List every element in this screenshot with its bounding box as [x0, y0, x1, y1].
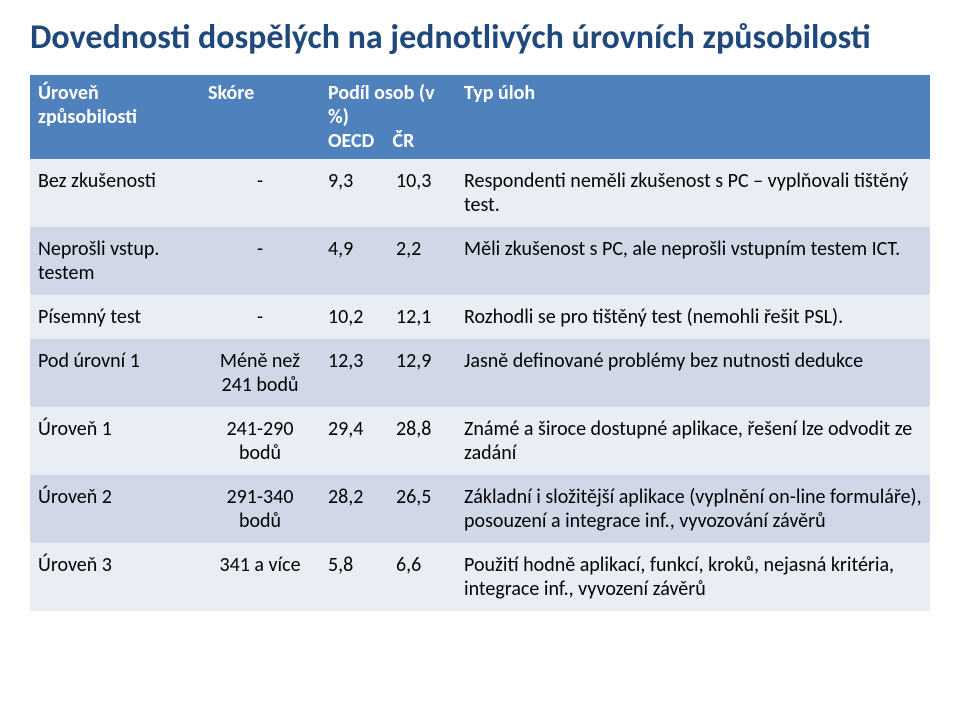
col-share-header: Podíl osob (v %) OECD ČR: [320, 75, 456, 159]
table-row: Písemný test - 10,2 12,1 Rozhodli se pro…: [30, 295, 930, 339]
cell-desc: Měli zkušenost s PC, ale neprošli vstupn…: [456, 227, 930, 295]
col-share-top: Podíl osob (v %): [328, 81, 448, 129]
cell-level: Úroveň 2: [30, 475, 200, 543]
col-share-oecd: OECD: [328, 129, 388, 153]
skills-table: Úroveň způsobilosti Skóre Podíl osob (v …: [30, 75, 930, 611]
table-row: Úroveň 2 291-340 bodů 28,2 26,5 Základní…: [30, 475, 930, 543]
cell-oecd: 5,8: [320, 543, 388, 611]
page-title: Dovednosti dospělých na jednotlivých úro…: [30, 18, 930, 57]
cell-oecd: 29,4: [320, 407, 388, 475]
table-row: Úroveň 3 341 a více 5,8 6,6 Použití hodn…: [30, 543, 930, 611]
cell-oecd: 28,2: [320, 475, 388, 543]
table-row: Neprošli vstup. testem - 4,9 2,2 Měli zk…: [30, 227, 930, 295]
cell-cr: 12,9: [388, 339, 456, 407]
cell-cr: 28,8: [388, 407, 456, 475]
col-desc-header: Typ úloh: [456, 75, 930, 159]
cell-cr: 2,2: [388, 227, 456, 295]
cell-cr: 26,5: [388, 475, 456, 543]
cell-desc: Známé a široce dostupné aplikace, řešení…: [456, 407, 930, 475]
col-score-header: Skóre: [200, 75, 320, 159]
cell-oecd: 10,2: [320, 295, 388, 339]
cell-level: Úroveň 3: [30, 543, 200, 611]
cell-level: Písemný test: [30, 295, 200, 339]
cell-desc: Základní i složitější aplikace (vyplnění…: [456, 475, 930, 543]
cell-score: -: [200, 227, 320, 295]
cell-cr: 6,6: [388, 543, 456, 611]
cell-cr: 12,1: [388, 295, 456, 339]
table-row: Bez zkušenosti - 9,3 10,3 Respondenti ne…: [30, 159, 930, 227]
col-share-cr: ČR: [393, 129, 415, 153]
cell-level: Bez zkušenosti: [30, 159, 200, 227]
cell-oecd: 9,3: [320, 159, 388, 227]
col-level-header: Úroveň způsobilosti: [30, 75, 200, 159]
table-row: Úroveň 1 241-290 bodů 29,4 28,8 Známé a …: [30, 407, 930, 475]
cell-score: 241-290 bodů: [200, 407, 320, 475]
cell-score: -: [200, 295, 320, 339]
cell-score: 341 a více: [200, 543, 320, 611]
cell-oecd: 12,3: [320, 339, 388, 407]
cell-cr: 10,3: [388, 159, 456, 227]
table-header-row: Úroveň způsobilosti Skóre Podíl osob (v …: [30, 75, 930, 159]
table-row: Pod úrovní 1 Méně než 241 bodů 12,3 12,9…: [30, 339, 930, 407]
cell-score: Méně než 241 bodů: [200, 339, 320, 407]
cell-level: Úroveň 1: [30, 407, 200, 475]
cell-level: Pod úrovní 1: [30, 339, 200, 407]
cell-desc: Použití hodně aplikací, funkcí, kroků, n…: [456, 543, 930, 611]
cell-desc: Respondenti neměli zkušenost s PC – vypl…: [456, 159, 930, 227]
cell-level: Neprošli vstup. testem: [30, 227, 200, 295]
cell-score: 291-340 bodů: [200, 475, 320, 543]
cell-desc: Jasně definované problémy bez nutnosti d…: [456, 339, 930, 407]
cell-score: -: [200, 159, 320, 227]
cell-oecd: 4,9: [320, 227, 388, 295]
cell-desc: Rozhodli se pro tištěný test (nemohli ře…: [456, 295, 930, 339]
